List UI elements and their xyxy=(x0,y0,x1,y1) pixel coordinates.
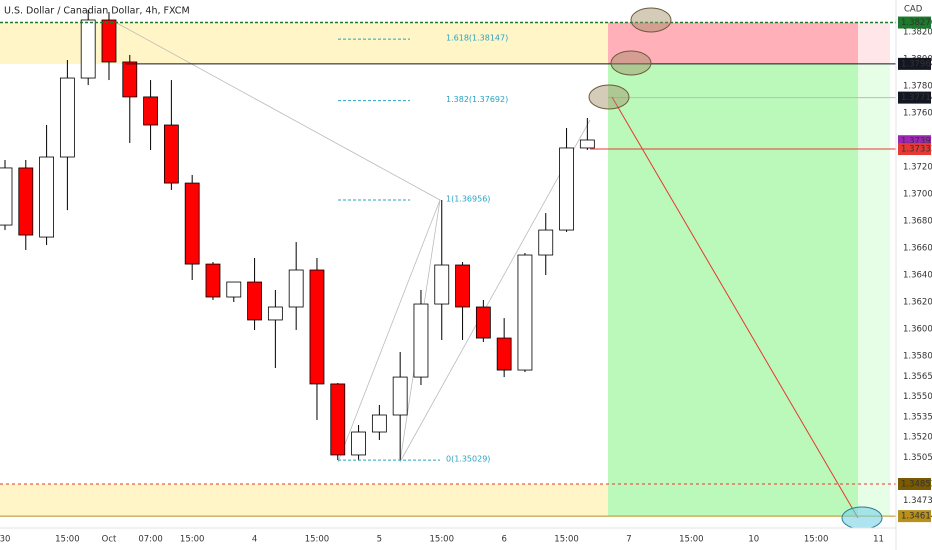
candle-body xyxy=(122,61,138,98)
price-tag xyxy=(898,91,931,104)
y-tick-label: 1.38200 xyxy=(903,27,932,37)
candle-body xyxy=(18,167,34,236)
y-tick-label: 1.35500 xyxy=(903,392,932,402)
candle-body xyxy=(163,124,179,184)
candle-body xyxy=(496,337,512,371)
candle-body xyxy=(80,19,96,79)
y-tick-label: 1.37000 xyxy=(903,190,932,200)
fib-label: 1.618(1.38147) xyxy=(446,34,508,43)
candle-body xyxy=(288,269,304,308)
y-tick-label: 1.36400 xyxy=(903,271,932,281)
price-tag xyxy=(898,16,931,29)
candle-body xyxy=(371,414,387,433)
marker-ellipse xyxy=(588,84,630,110)
candle-body xyxy=(143,96,158,126)
x-tick-label: 07:00 xyxy=(138,535,163,545)
time-axis xyxy=(0,528,896,550)
candle-body xyxy=(579,139,595,149)
x-tick-label: 4 xyxy=(252,535,257,545)
y-tick-label: 1.35050 xyxy=(903,453,932,463)
y-tick-label: 1.34730 xyxy=(903,496,932,506)
x-tick-label: 15:00 xyxy=(55,535,80,545)
x-tick-label: Oct xyxy=(102,535,117,545)
y-tick-label: 1.37200 xyxy=(903,162,932,172)
candle-body xyxy=(559,147,574,231)
candle-body xyxy=(517,254,533,371)
candle-body xyxy=(205,263,221,298)
candle-body xyxy=(267,306,283,321)
marker-ellipse xyxy=(610,50,652,76)
y-tick-label: 1.36600 xyxy=(903,244,932,254)
fib-label: 1(1.36956) xyxy=(446,194,490,203)
chart-title: U.S. Dollar / Canadian Dollar, 4h, FXCM xyxy=(4,6,190,17)
zone xyxy=(608,63,858,517)
fib-label: 1.382(1.37692) xyxy=(446,95,508,104)
x-tick-label: 15:00 xyxy=(305,535,330,545)
levels: 1.618(1.38147) 1.382(1.37692) 1(1.36956) 0(… xyxy=(0,21,896,517)
candle-body xyxy=(309,269,325,385)
zone xyxy=(0,483,608,517)
zones xyxy=(0,22,890,517)
price-tag xyxy=(898,143,931,156)
price-tag-label: 1.34614 xyxy=(901,512,932,522)
candle-body xyxy=(351,431,366,456)
x-tick-label: 15:00 xyxy=(554,535,579,545)
x-tick-label: 11 xyxy=(873,535,884,545)
x-tick-label: 15:00 xyxy=(679,535,704,545)
candle-body xyxy=(101,19,117,63)
candles xyxy=(0,9,595,461)
y-tick-label: 1.36000 xyxy=(903,325,932,335)
zone xyxy=(0,22,608,64)
x-tick-label: 10 xyxy=(748,535,759,545)
x-tick-label: 15:00 xyxy=(430,535,455,545)
y-tick-label: 1.35650 xyxy=(903,372,932,382)
marker-ellipse xyxy=(630,7,672,33)
candle-body xyxy=(59,77,75,158)
projection-line xyxy=(611,96,859,519)
y-tick-label: 1.36800 xyxy=(903,217,932,227)
zone xyxy=(858,22,890,64)
y-tick-label: 1.37800 xyxy=(903,81,932,91)
candle-body xyxy=(475,306,491,339)
x-tick-label: 6 xyxy=(501,535,506,545)
candle-body xyxy=(0,167,13,226)
candle-body xyxy=(413,303,429,378)
x-tick-label: 7 xyxy=(626,535,631,545)
candle-body xyxy=(247,281,262,321)
axis-unit: CAD xyxy=(904,5,923,15)
y-tick-label: 1.35800 xyxy=(903,352,932,362)
candle-body xyxy=(330,383,346,456)
candle-body xyxy=(39,156,54,238)
x-tick-label: 15:00 xyxy=(804,535,829,545)
marker-ellipse xyxy=(841,506,883,530)
x-tick-label: 5 xyxy=(377,535,382,545)
price-tag xyxy=(898,510,931,523)
candle-body xyxy=(434,264,450,305)
y-tick-label: 1.36200 xyxy=(903,298,932,308)
y-tick-label: 1.37600 xyxy=(903,108,932,118)
y-tick-label: 1.35200 xyxy=(903,433,932,443)
candle-body xyxy=(184,182,200,265)
price-tag-label: 1.37714 xyxy=(901,93,932,103)
price-tag-label: 1.37964 xyxy=(901,59,932,69)
price-tag-label: 1.37333 xyxy=(901,145,932,155)
pattern-line xyxy=(337,199,441,463)
candle-body xyxy=(538,229,554,256)
price-tag xyxy=(898,477,931,490)
zone xyxy=(608,22,858,64)
price-tag-label: 1.34852 xyxy=(901,479,932,489)
candle-body xyxy=(392,376,408,416)
candle-body xyxy=(455,264,470,308)
x-tick-label: 30 xyxy=(0,535,10,545)
y-tick-label: 1.35350 xyxy=(903,412,932,422)
x-tick-label: 15:00 xyxy=(180,535,205,545)
price-tag-label: 1.38270 xyxy=(901,18,932,28)
zone xyxy=(858,63,890,517)
price-tag xyxy=(898,57,931,70)
candle-body xyxy=(226,281,242,298)
fib-label: 0(1.35029) xyxy=(446,455,490,464)
